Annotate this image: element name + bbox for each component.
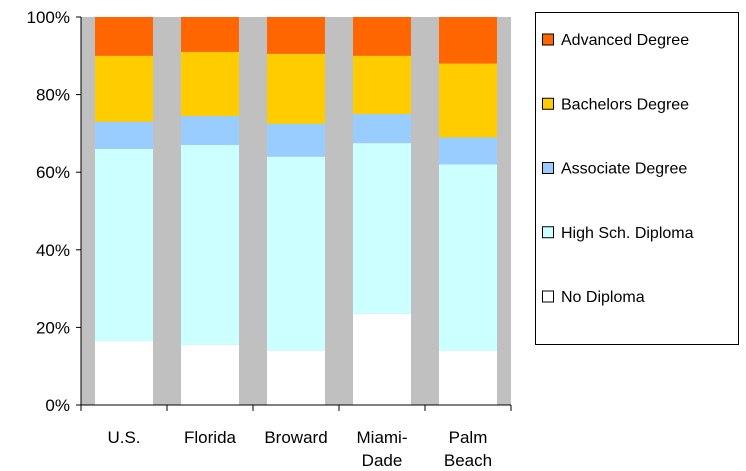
legend-label: Advanced Degree (561, 32, 689, 49)
legend-box (535, 12, 739, 345)
bar-segment-high-sch-diploma (439, 164, 497, 351)
bar-segment-bachelors-degree (181, 51, 239, 116)
bar-segment-associate-degree (353, 114, 411, 144)
x-tick-label: Broward (264, 428, 327, 447)
legend-label: High Sch. Diploma (561, 225, 694, 242)
legend-swatch (542, 33, 554, 46)
bar-segment-high-sch-diploma (267, 156, 325, 351)
bar-segment-no-diploma (181, 344, 239, 405)
x-tick-label: U.S. (107, 428, 140, 447)
bar-segment-no-diploma (353, 313, 411, 405)
bar-segment-no-diploma (95, 340, 153, 405)
y-tick-label: 60% (36, 163, 70, 182)
bar-segment-advanced-degree (353, 17, 411, 56)
bar-segment-high-sch-diploma (353, 143, 411, 314)
legend-swatch (542, 97, 554, 110)
bar-segment-associate-degree (181, 115, 239, 146)
bar-segment-bachelors-degree (267, 53, 325, 124)
legend-label: Associate Degree (561, 161, 687, 178)
y-tick-label: 0% (45, 396, 70, 415)
bar-segment-advanced-degree (181, 17, 239, 52)
y-tick-label: 40% (36, 241, 70, 260)
legend-swatch (542, 290, 554, 303)
legend-swatch (542, 162, 554, 174)
y-tick-label: 80% (36, 86, 70, 105)
x-tick-label: Florida (184, 428, 237, 447)
plot-area (81, 17, 511, 405)
y-tick-label: 100% (27, 8, 70, 27)
bar-segment-bachelors-degree (353, 55, 411, 114)
bar-segment-bachelors-degree (95, 55, 153, 122)
bar-segment-associate-degree (95, 121, 153, 149)
x-tick-label: Miami-Dade (357, 428, 408, 470)
axes: 0% 20% 40% 60% 80% 100% U.S. Florida Broward Miam… (27, 8, 512, 470)
bar-segment-associate-degree (267, 123, 325, 157)
bar-segment-advanced-degree (95, 17, 153, 56)
legend: Advanced Degree Bachelors Degree Associate… (535, 12, 739, 345)
bar-segment-high-sch-diploma (181, 145, 239, 345)
y-tick-label: 20% (36, 318, 70, 337)
bar-segment-advanced-degree (267, 17, 325, 54)
bar-segment-no-diploma (439, 350, 497, 405)
bar-segment-no-diploma (267, 350, 325, 405)
bar-segment-associate-degree (439, 137, 497, 165)
legend-label: Bachelors Degree (561, 96, 689, 113)
bar-segment-high-sch-diploma (95, 148, 153, 341)
bar-segment-advanced-degree (439, 17, 497, 64)
legend-swatch (542, 226, 554, 239)
bar-segment-bachelors-degree (439, 63, 497, 138)
legend-label: No Diploma (561, 289, 645, 306)
x-tick-label: Palm Beach (444, 428, 492, 470)
